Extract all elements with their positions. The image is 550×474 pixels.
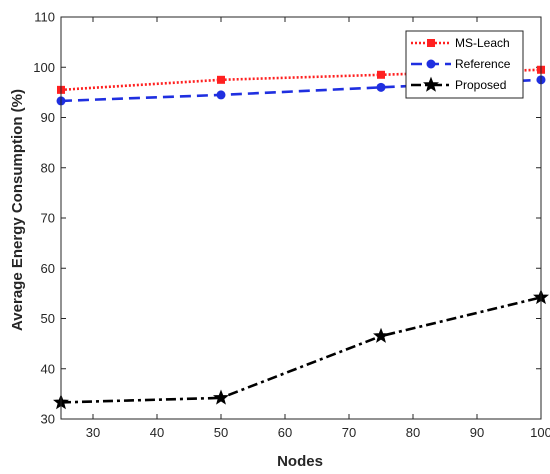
legend-label: Reference xyxy=(455,57,511,71)
y-tick-label: 110 xyxy=(34,10,55,25)
legend-item: Reference xyxy=(411,57,511,71)
x-tick-label: 80 xyxy=(406,425,420,440)
x-tick-label: 60 xyxy=(278,425,292,440)
data-point xyxy=(217,75,225,84)
series-line xyxy=(60,296,542,404)
series-proposed xyxy=(53,288,549,410)
legend-marker xyxy=(427,39,435,47)
x-tick-label: 100 xyxy=(530,425,550,440)
legend-item: Proposed xyxy=(411,76,506,92)
y-axis-title-group: Average Energy Consumption (%) xyxy=(9,89,26,331)
y-tick-label: 80 xyxy=(41,160,55,175)
data-point xyxy=(377,70,385,79)
legend: MS-Leach Reference Proposed xyxy=(405,30,524,99)
x-tick-label: 70 xyxy=(342,425,356,440)
legend-label: MS-Leach xyxy=(455,36,510,50)
legend-label: Proposed xyxy=(455,78,506,92)
legend-marker xyxy=(426,59,436,69)
legend-item: MS-Leach xyxy=(411,36,510,50)
y-tick-label: 100 xyxy=(33,60,55,75)
x-tick-label: 40 xyxy=(150,425,164,440)
data-point xyxy=(373,327,389,343)
data-point xyxy=(376,82,386,92)
x-tick-label: 90 xyxy=(470,425,484,440)
data-point xyxy=(216,90,226,100)
plot-area-frame xyxy=(60,16,542,420)
y-tick-label: 60 xyxy=(41,261,55,276)
y-tick-label: 90 xyxy=(41,110,55,125)
y-tick-label: 70 xyxy=(41,211,55,226)
legend-marker xyxy=(423,76,439,92)
y-tick-label: 30 xyxy=(41,412,55,427)
legend-box xyxy=(405,30,524,99)
y-tick-label: 50 xyxy=(41,311,55,326)
data-point xyxy=(213,389,229,405)
x-axis-title: Nodes xyxy=(277,453,323,470)
x-tick-label: 50 xyxy=(214,425,228,440)
series-layer xyxy=(53,65,549,410)
x-tick-label: 30 xyxy=(86,425,100,440)
y-axis-title: Average Energy Consumption (%) xyxy=(9,89,26,331)
ticks-layer: 30 40 50 60 70 80 90 100 30 40 50 60 70 80 90 100 110 xyxy=(33,10,550,441)
y-tick-label: 40 xyxy=(41,361,55,376)
